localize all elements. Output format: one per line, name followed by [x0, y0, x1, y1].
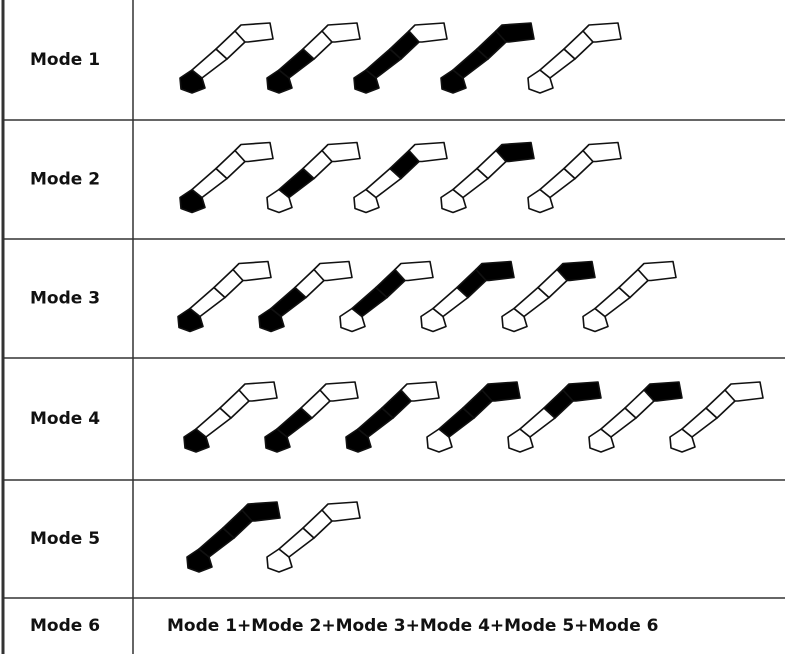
- leg-segment: [495, 22, 535, 43]
- leg-segment: [637, 260, 677, 282]
- leg-segment: [394, 260, 434, 282]
- leg-icon: [582, 260, 677, 333]
- mode-label: Mode 4: [30, 409, 100, 429]
- leg-icon: [507, 381, 602, 453]
- leg-segment: [408, 141, 448, 163]
- leg-icon: [179, 22, 274, 94]
- leg-icon: [177, 260, 272, 333]
- mode-label: Mode 1: [30, 50, 100, 70]
- leg-segment: [408, 22, 448, 43]
- leg-icon: [266, 22, 361, 94]
- leg-segment: [238, 381, 278, 402]
- leg-segment: [241, 501, 281, 522]
- leg-segment: [321, 141, 361, 163]
- leg-icon: [339, 260, 434, 333]
- mode-description: Mode 1+Mode 2+Mode 3+Mode 4+Mode 5+Mode …: [167, 616, 658, 636]
- leg-segment: [321, 501, 361, 522]
- leg-segment: [319, 381, 359, 402]
- leg-icon: [179, 141, 274, 214]
- leg-segment: [562, 381, 602, 402]
- leg-icon: [183, 381, 278, 453]
- leg-icon: [353, 22, 448, 94]
- leg-icon: [440, 141, 535, 214]
- leg-icon: [264, 381, 359, 453]
- leg-icon: [501, 260, 596, 333]
- leg-icon: [258, 260, 353, 333]
- leg-icon: [588, 381, 683, 453]
- leg-segment: [313, 260, 353, 282]
- leg-segment: [475, 260, 515, 282]
- leg-segment: [582, 141, 622, 163]
- mode-label: Mode 6: [30, 616, 100, 636]
- mode-label: Mode 5: [30, 529, 100, 549]
- leg-segment: [582, 22, 622, 43]
- leg-icon: [527, 141, 622, 214]
- mode-label: Mode 2: [30, 170, 100, 190]
- leg-icon: [420, 260, 515, 333]
- leg-icon: [345, 381, 440, 453]
- leg-icon: [527, 22, 622, 94]
- leg-icon: [186, 501, 281, 573]
- leg-segment: [234, 22, 274, 43]
- leg-icon: [353, 141, 448, 214]
- leg-icon: [426, 381, 521, 453]
- leg-segment: [724, 381, 764, 402]
- leg-segment: [481, 381, 521, 402]
- leg-icon: [440, 22, 535, 94]
- leg-segment: [234, 141, 274, 163]
- leg-icon: [669, 381, 764, 453]
- leg-segment: [321, 22, 361, 43]
- leg-segment: [400, 381, 440, 402]
- leg-segment: [643, 381, 683, 402]
- leg-icon: [266, 141, 361, 214]
- leg-segment: [495, 141, 535, 163]
- leg-icon: [266, 501, 361, 573]
- mode-label: Mode 3: [30, 289, 100, 309]
- leg-segment: [232, 260, 272, 282]
- leg-segment: [556, 260, 596, 282]
